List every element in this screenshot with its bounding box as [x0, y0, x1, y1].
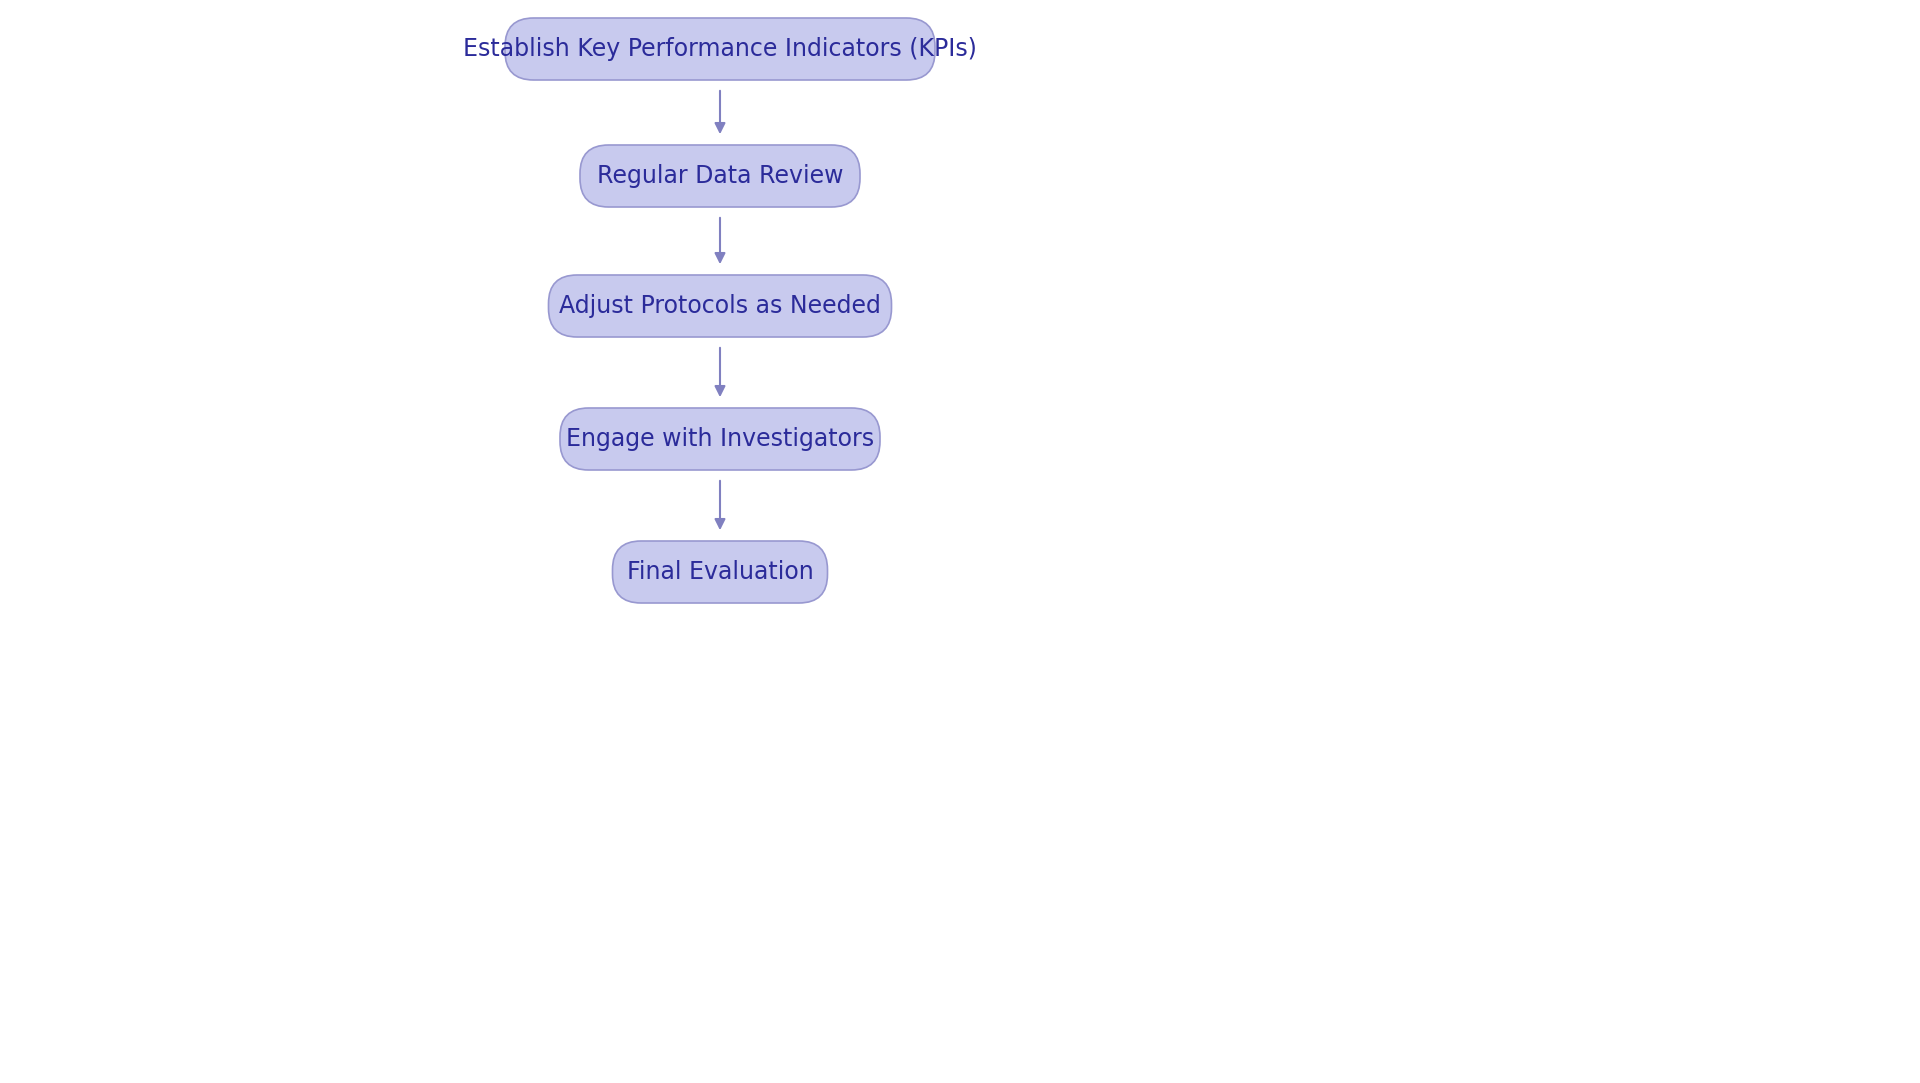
Text: Adjust Protocols as Needed: Adjust Protocols as Needed	[559, 293, 881, 318]
FancyBboxPatch shape	[505, 18, 935, 80]
Text: Regular Data Review: Regular Data Review	[597, 164, 843, 188]
Text: Establish Key Performance Indicators (KPIs): Establish Key Performance Indicators (KP…	[463, 37, 977, 61]
FancyBboxPatch shape	[612, 542, 828, 603]
Text: Engage with Investigators: Engage with Investigators	[566, 427, 874, 451]
FancyBboxPatch shape	[561, 408, 879, 470]
Text: Final Evaluation: Final Evaluation	[626, 560, 814, 584]
FancyBboxPatch shape	[580, 145, 860, 207]
FancyBboxPatch shape	[549, 275, 891, 337]
